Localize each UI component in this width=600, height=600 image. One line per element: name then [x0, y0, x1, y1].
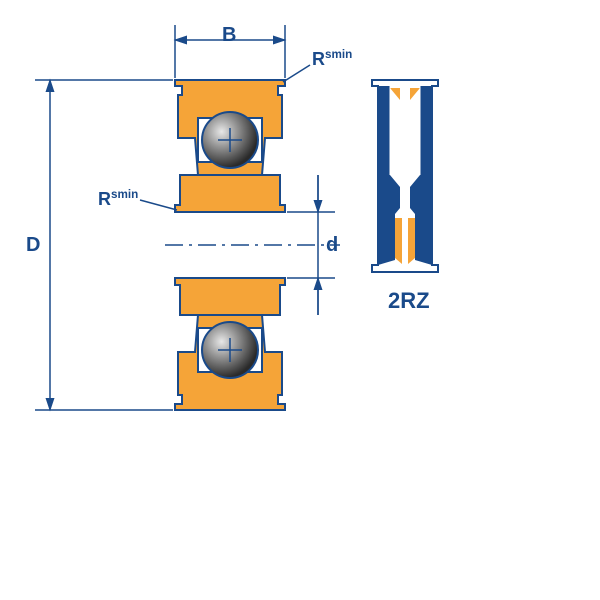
label-d-inner: d — [326, 234, 338, 257]
label-d-outer: D — [26, 234, 40, 257]
top-bearing-half — [175, 80, 285, 212]
main-cross-section — [165, 80, 340, 410]
side-view-2rz — [372, 80, 438, 272]
label-rsmin-top: Rsmin — [312, 48, 352, 70]
label-rsmin-side: Rsmin — [98, 188, 138, 210]
bearing-diagram — [0, 0, 600, 600]
bottom-bearing-half — [175, 278, 285, 410]
label-b: B — [222, 24, 236, 47]
label-variant: 2RZ — [388, 288, 430, 314]
